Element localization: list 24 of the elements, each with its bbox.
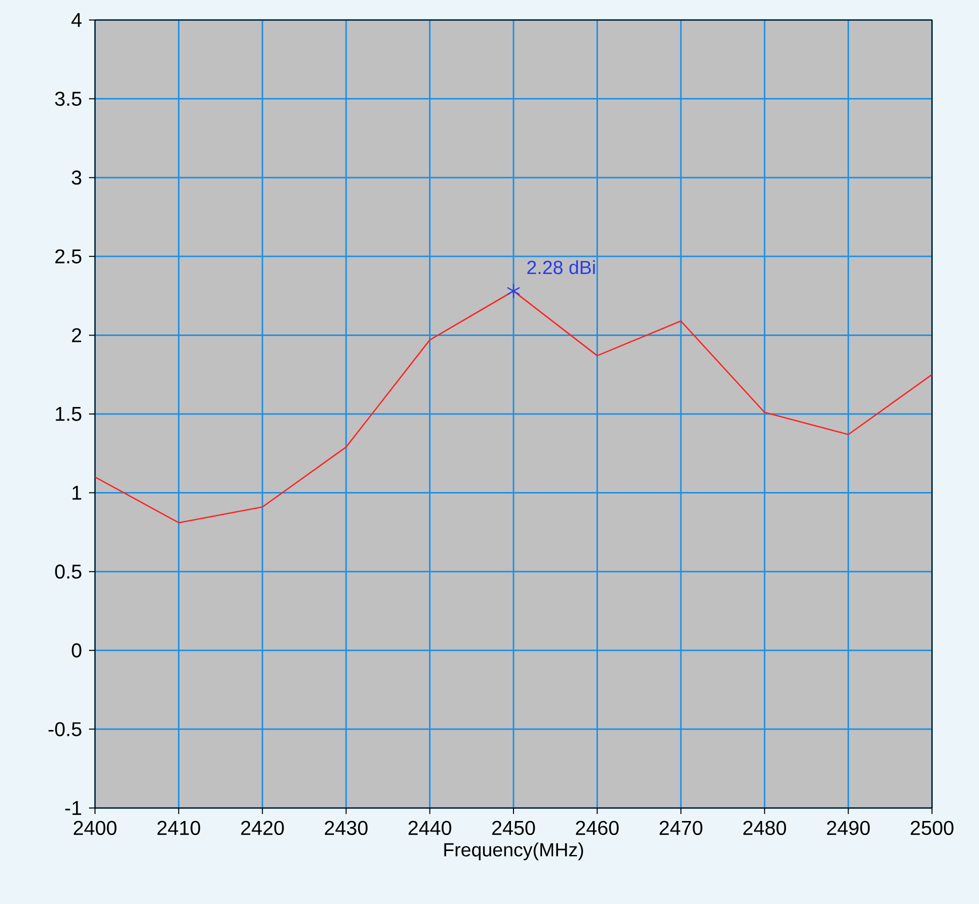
x-tick-label: 2400 bbox=[74, 820, 116, 836]
annotation: 2.28 dBi bbox=[527, 260, 595, 274]
y-tick-label: 2.5 bbox=[55, 249, 82, 264]
x-tick-label: 2460 bbox=[576, 820, 619, 836]
y-tick-label: 3.5 bbox=[55, 92, 82, 106]
y-tick-label: 4 bbox=[71, 13, 82, 27]
x-tick-label: 2480 bbox=[743, 820, 786, 836]
y-tick-label: 0 bbox=[72, 643, 82, 658]
x-tick-label: 2440 bbox=[408, 820, 452, 836]
y-tick-label: -0.5 bbox=[48, 722, 82, 736]
x-tick-label: 2500 bbox=[910, 820, 954, 836]
y-tick-label: 1 bbox=[72, 486, 82, 500]
y-tick-label: 2 bbox=[72, 328, 82, 342]
y-tick-label: 1.5 bbox=[56, 407, 82, 421]
x-tick-label: 2470 bbox=[660, 820, 702, 836]
y-tick-label: 3 bbox=[72, 170, 82, 185]
x-tick-label: 2490 bbox=[827, 820, 870, 836]
x-axis-title: Frequency(MHz) bbox=[444, 842, 584, 860]
x-tick-label: 2430 bbox=[324, 820, 368, 836]
x-tick-label: 2450 bbox=[492, 820, 535, 836]
y-tick-label: 0.5 bbox=[55, 564, 82, 579]
x-tick-label: 2410 bbox=[157, 820, 200, 836]
y-tick-label: -1 bbox=[65, 801, 82, 815]
x-tick-label: 2420 bbox=[241, 820, 284, 836]
